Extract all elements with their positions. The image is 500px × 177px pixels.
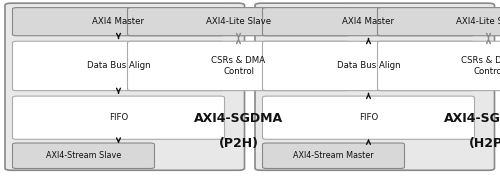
Text: FIFO: FIFO xyxy=(109,113,128,122)
FancyBboxPatch shape xyxy=(12,8,224,36)
FancyBboxPatch shape xyxy=(128,41,350,91)
Text: AXI4-Lite Slave: AXI4-Lite Slave xyxy=(456,17,500,26)
Text: (H2P): (H2P) xyxy=(468,137,500,150)
FancyBboxPatch shape xyxy=(12,143,154,169)
FancyBboxPatch shape xyxy=(128,8,350,36)
FancyBboxPatch shape xyxy=(262,41,474,91)
FancyBboxPatch shape xyxy=(255,3,494,170)
FancyBboxPatch shape xyxy=(262,143,404,169)
FancyBboxPatch shape xyxy=(12,41,224,91)
Text: CSRs & DMA
Control: CSRs & DMA Control xyxy=(462,56,500,76)
Text: Data Bus Align: Data Bus Align xyxy=(336,61,400,70)
FancyBboxPatch shape xyxy=(262,96,474,139)
Text: AXI4-Stream Master: AXI4-Stream Master xyxy=(293,151,374,160)
Text: Data Bus Align: Data Bus Align xyxy=(86,61,150,70)
Text: AXI4-Lite Slave: AXI4-Lite Slave xyxy=(206,17,271,26)
Text: AXI4-Stream Slave: AXI4-Stream Slave xyxy=(46,151,121,160)
FancyBboxPatch shape xyxy=(378,8,500,36)
FancyBboxPatch shape xyxy=(378,41,500,91)
Text: AXI4-SGDMA: AXI4-SGDMA xyxy=(444,112,500,125)
FancyBboxPatch shape xyxy=(262,8,474,36)
Text: AXI4 Master: AXI4 Master xyxy=(92,17,144,26)
Text: CSRs & DMA
Control: CSRs & DMA Control xyxy=(212,56,266,76)
Text: FIFO: FIFO xyxy=(359,113,378,122)
Text: AXI4 Master: AXI4 Master xyxy=(342,17,394,26)
FancyBboxPatch shape xyxy=(12,96,224,139)
Text: AXI4-SGDMA: AXI4-SGDMA xyxy=(194,112,283,125)
FancyBboxPatch shape xyxy=(5,3,244,170)
Text: (P2H): (P2H) xyxy=(218,137,258,150)
